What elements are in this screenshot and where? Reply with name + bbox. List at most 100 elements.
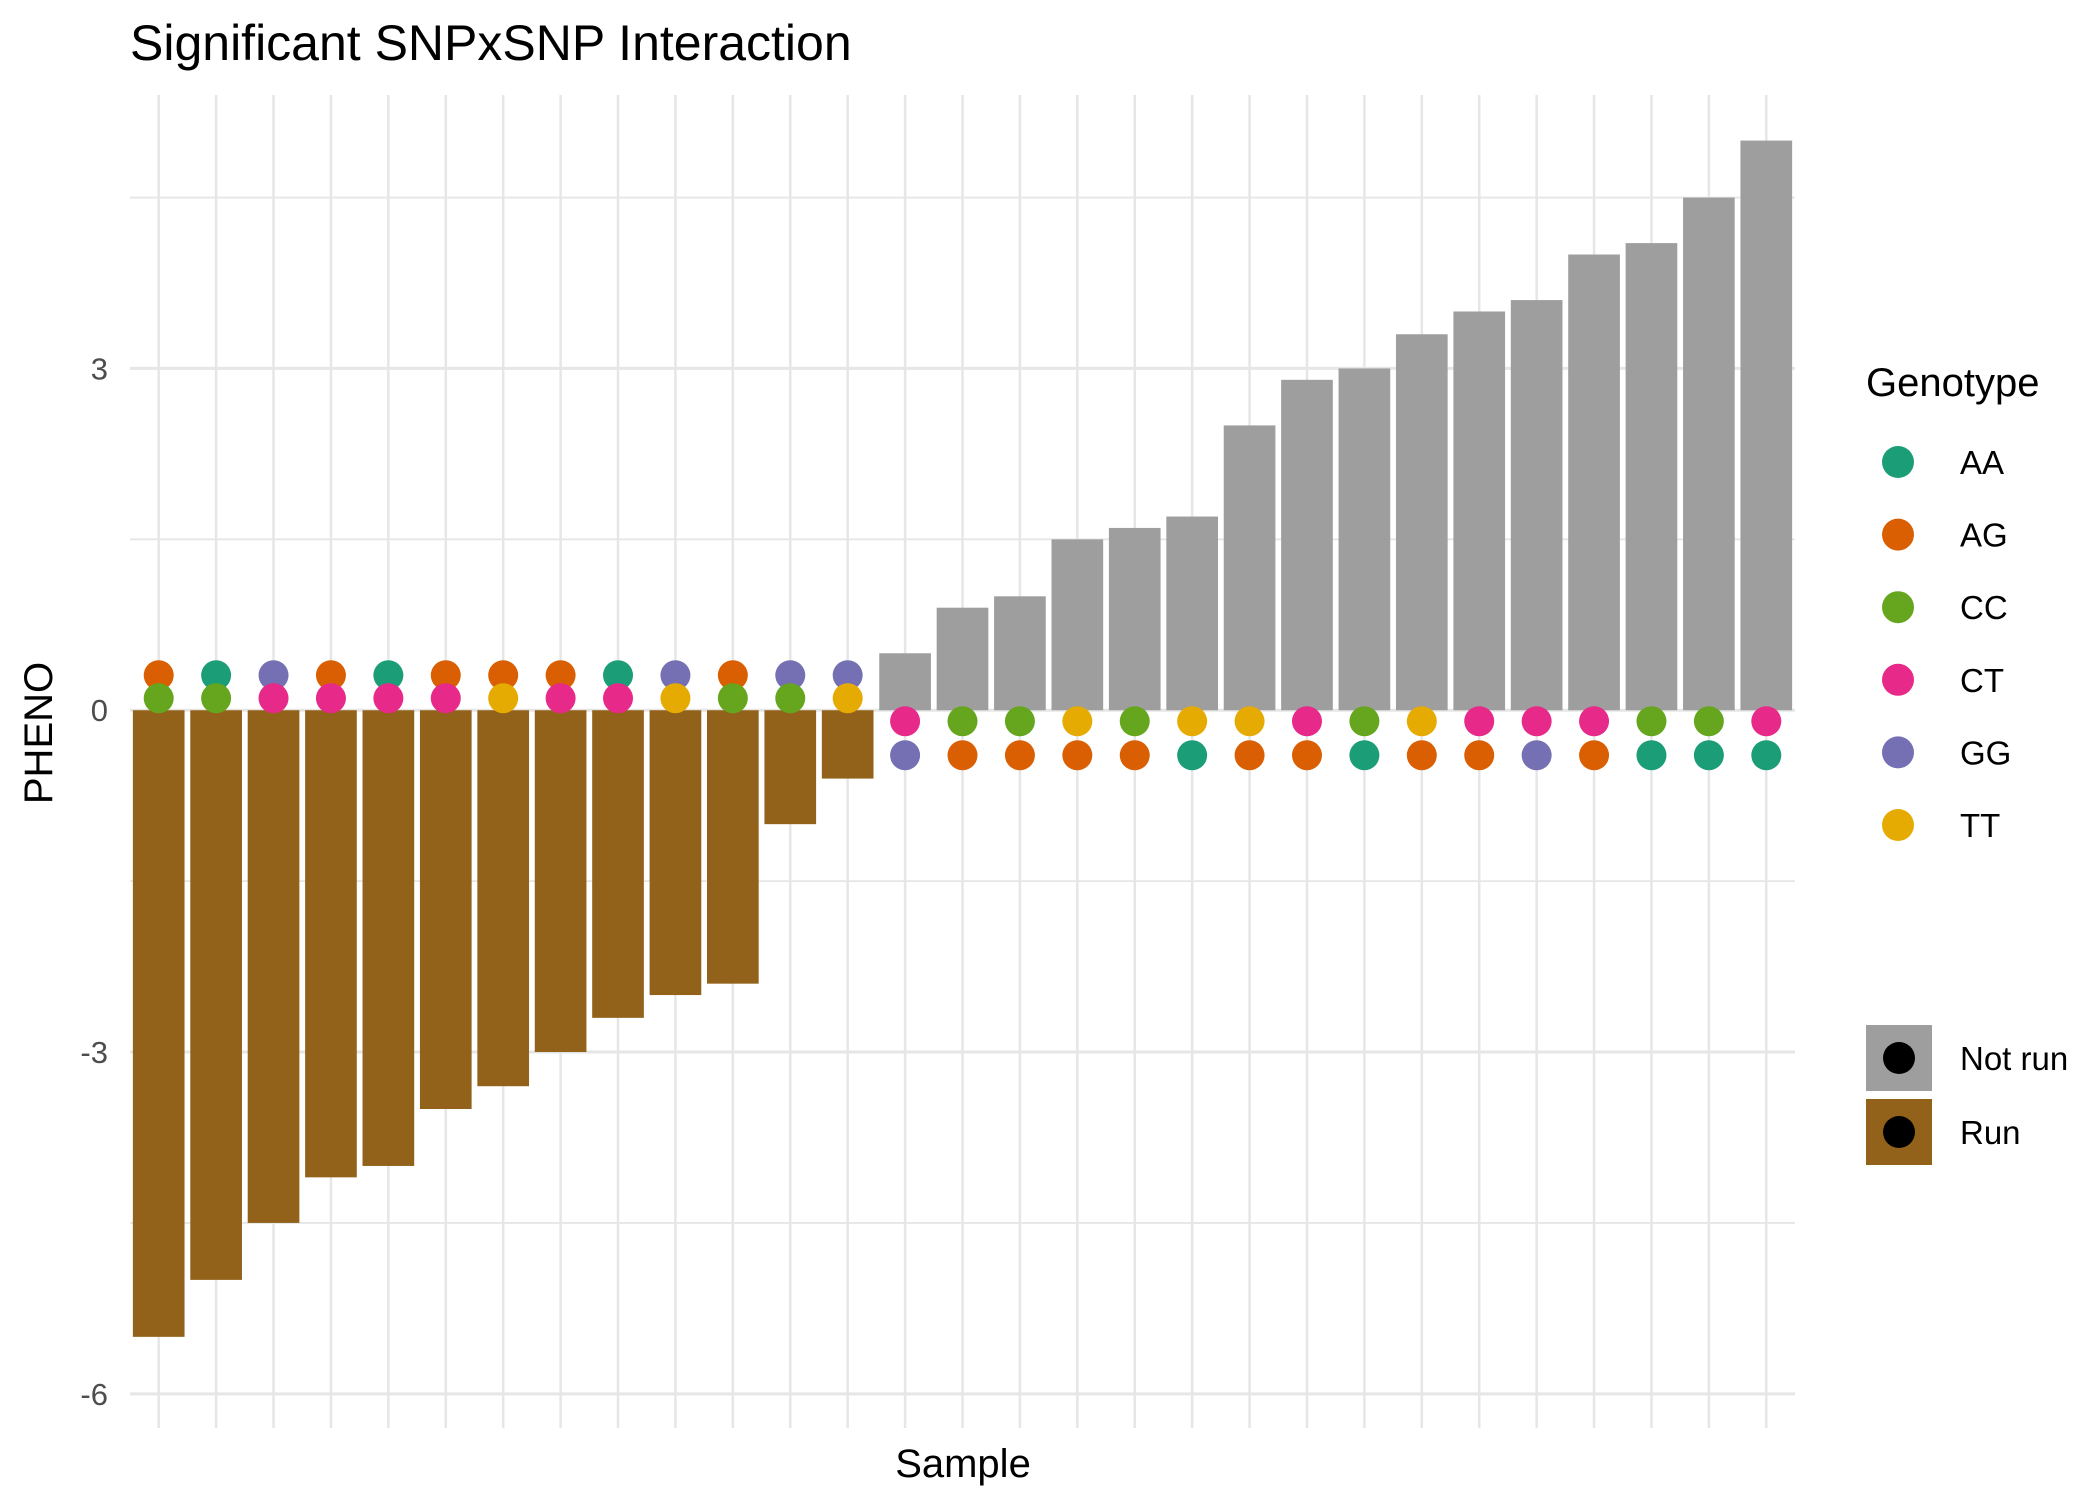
genotype-point — [1636, 706, 1667, 737]
chart-title: Significant SNPxSNP Interaction — [130, 15, 852, 71]
genotype-point — [315, 660, 346, 691]
genotype-point — [1521, 740, 1552, 771]
legend-genotype: Genotype AA AG CC CT GG TT — [1866, 361, 2039, 844]
genotype-point — [603, 683, 634, 714]
genotype-point — [1119, 706, 1150, 737]
bar — [1683, 197, 1735, 711]
legend-key-genotype — [1882, 663, 1914, 696]
genotype-point — [201, 683, 232, 714]
legend-genotype-title: Genotype — [1866, 361, 2039, 405]
genotype-point — [603, 660, 634, 691]
genotype-point — [1062, 706, 1093, 737]
genotype-point — [890, 740, 921, 771]
legend-label-status: Not run — [1960, 1040, 2068, 1077]
legend-label-genotype: AA — [1960, 444, 2004, 481]
genotype-point — [1291, 740, 1322, 771]
legend-status: Not run Run — [1866, 1025, 2068, 1165]
genotype-point — [143, 683, 174, 714]
legend-key-status-point — [1883, 1042, 1915, 1074]
bar — [362, 710, 415, 1166]
genotype-point — [947, 740, 978, 771]
genotype-point — [832, 660, 863, 691]
genotype-point — [660, 683, 691, 714]
genotype-point — [832, 683, 863, 714]
y-axis-label: PHENO — [17, 662, 61, 804]
genotype-point — [1119, 740, 1150, 771]
legend-label-genotype: AG — [1960, 517, 2008, 554]
genotype-point — [1177, 706, 1208, 737]
genotype-point — [717, 683, 748, 714]
genotype-point — [1751, 740, 1782, 771]
genotype-point — [1693, 706, 1724, 737]
genotype-point — [143, 660, 174, 691]
genotype-point — [1693, 740, 1724, 771]
bar — [1051, 539, 1104, 711]
bar — [1108, 527, 1161, 711]
bars — [132, 140, 1793, 1337]
bar — [1625, 243, 1678, 711]
legend-key-genotype — [1882, 518, 1914, 551]
genotype-point — [1406, 740, 1437, 771]
bar — [649, 710, 702, 996]
bar — [936, 607, 989, 711]
genotype-point — [1579, 706, 1610, 737]
bar — [247, 710, 300, 1223]
x-axis-label: Sample — [895, 1442, 1031, 1486]
genotype-point — [258, 660, 289, 691]
genotype-point — [1464, 740, 1495, 771]
bar — [1568, 254, 1620, 711]
genotype-point — [488, 660, 519, 691]
genotype-point — [1062, 740, 1093, 771]
bar — [994, 596, 1046, 711]
bar — [1223, 425, 1276, 711]
genotype-point — [1291, 706, 1322, 737]
legend-label-genotype: CC — [1960, 589, 2008, 626]
bar — [1510, 300, 1563, 711]
bar — [707, 710, 759, 984]
genotype-point — [488, 683, 519, 714]
bar — [1338, 368, 1391, 711]
bar — [1166, 516, 1218, 711]
bar — [419, 710, 472, 1109]
genotype-point — [201, 660, 232, 691]
legend-key-genotype — [1882, 446, 1914, 478]
y-axis: -6 -3 0 3 — [80, 351, 108, 1411]
genotype-point — [660, 660, 691, 691]
genotype-point — [315, 683, 346, 714]
genotype-point — [1406, 706, 1437, 737]
genotype-point — [545, 660, 576, 691]
legend-key-genotype — [1882, 809, 1914, 841]
genotype-point — [258, 683, 289, 714]
y-tick-label: -6 — [80, 1377, 108, 1412]
genotype-point — [430, 683, 461, 714]
legend-key-genotype — [1882, 591, 1914, 624]
genotype-point — [373, 660, 404, 691]
genotype-point — [1349, 740, 1380, 771]
bar — [1453, 311, 1506, 711]
genotype-points — [143, 660, 1782, 771]
bar — [305, 710, 357, 1178]
genotype-point — [1464, 706, 1495, 737]
legend-label-genotype: GG — [1960, 734, 2011, 771]
genotype-point — [1521, 706, 1552, 737]
genotype-point — [1004, 740, 1035, 771]
genotype-point — [775, 660, 806, 691]
bar — [821, 710, 874, 779]
bar — [190, 710, 242, 1280]
legend-label-genotype: TT — [1960, 807, 2000, 844]
bar — [879, 653, 931, 711]
genotype-point — [1234, 740, 1265, 771]
genotype-point — [1349, 706, 1380, 737]
genotype-point — [1177, 740, 1208, 771]
legend-label-genotype: CT — [1960, 662, 2004, 699]
bar — [534, 710, 587, 1053]
bar — [477, 710, 530, 1087]
bar — [1281, 379, 1333, 711]
y-tick-label: -3 — [80, 1035, 108, 1070]
y-tick-label: 0 — [91, 693, 108, 728]
genotype-point — [717, 660, 748, 691]
genotype-point — [1579, 740, 1610, 771]
bar — [1395, 334, 1448, 711]
